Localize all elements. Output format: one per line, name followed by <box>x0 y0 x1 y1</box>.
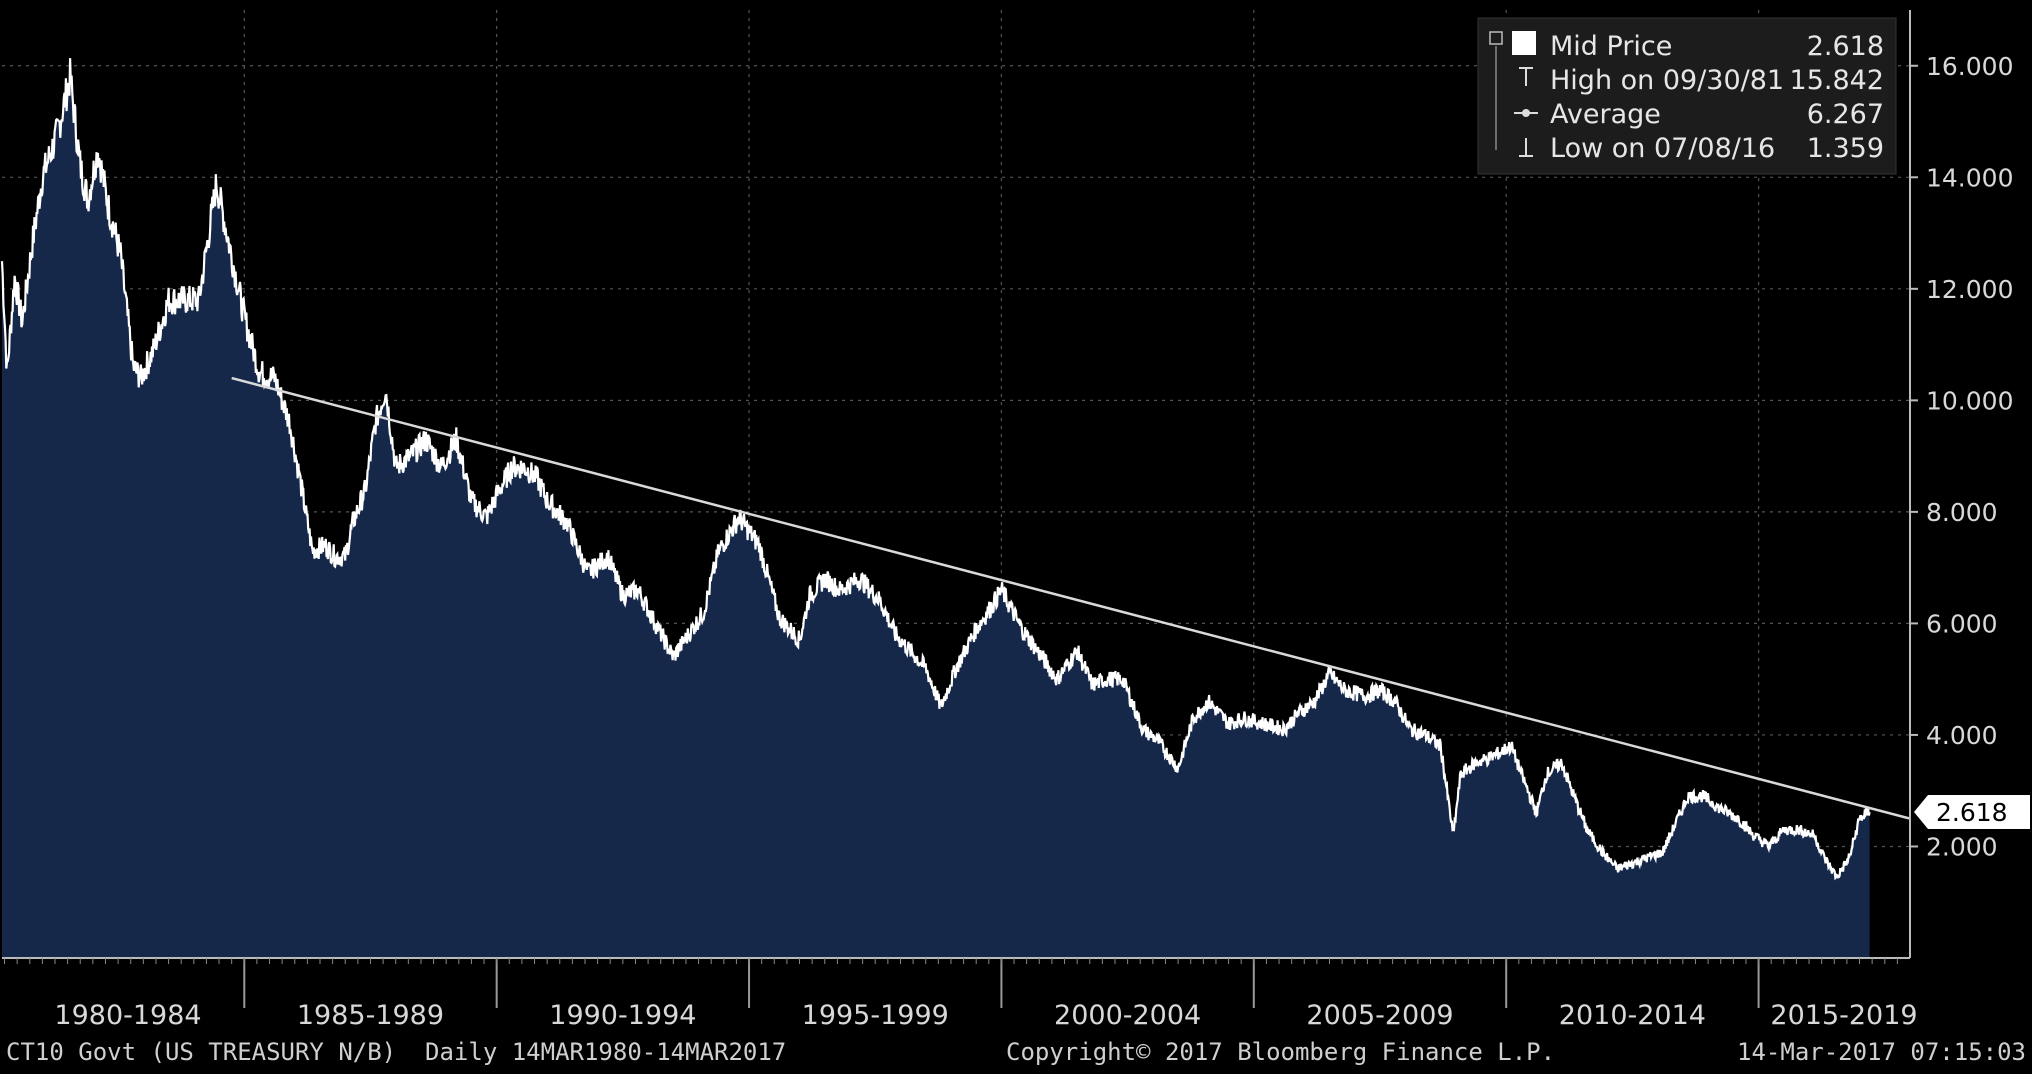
footer-bar <box>0 1030 2032 1074</box>
series-area-fill <box>2 58 1870 959</box>
x-tick-label: 1990-1994 <box>549 1000 696 1031</box>
mid-price-swatch-icon <box>1512 31 1536 55</box>
y-tick-label: 10.000 <box>1926 386 2013 415</box>
last-value-label: 2.618 <box>1936 798 2008 827</box>
x-tick-label: 2015-2019 <box>1770 1000 1917 1031</box>
legend-average-label: Average <box>1550 99 1661 130</box>
y-tick-label: 8.000 <box>1926 498 1998 527</box>
y-tick-label: 4.000 <box>1926 721 1998 750</box>
legend-high-label: High on 09/30/81 <box>1550 65 1784 96</box>
footer-security-info: CT10 Govt (US TREASURY N/B) Daily 14MAR1… <box>6 1038 786 1066</box>
y-tick-label: 6.000 <box>1926 609 1998 638</box>
average-marker-icon <box>1514 109 1538 117</box>
y-tick-label: 16.000 <box>1926 52 2013 81</box>
x-tick-label: 1985-1989 <box>297 1000 444 1031</box>
legend-mid-price-value: 2.618 <box>1807 31 1884 62</box>
legend-low-label: Low on 07/08/16 <box>1550 133 1775 164</box>
last-value-tag: 2.618 <box>1914 795 2030 830</box>
series-line <box>0 58 1871 881</box>
high-marker-icon <box>1519 67 1533 86</box>
legend-average-value: 6.267 <box>1807 99 1884 130</box>
legend-box <box>1477 17 1897 175</box>
y-tick-label: 12.000 <box>1926 275 2013 304</box>
axes: 2.000 4.000 6.000 8.000 10.000 12.000 14.000 16… <box>2 10 2013 1031</box>
footer-copyright: Copyright© 2017 Bloomberg Finance L.P. <box>1006 1038 1555 1066</box>
trendline <box>231 376 1911 820</box>
legend-high-value: 15.842 <box>1790 65 1884 96</box>
x-tick-label: 1980-1984 <box>54 1000 201 1031</box>
x-tick-label: 1995-1999 <box>802 1000 949 1031</box>
low-marker-icon <box>1519 138 1533 157</box>
x-tick-label: 2000-2004 <box>1054 1000 1201 1031</box>
legend-collapse-icon[interactable] <box>1489 31 1503 45</box>
y-tick-label: 2.000 <box>1926 832 1998 861</box>
legend: Mid Price 2.618 High on 09/30/81 15.842 … <box>1477 17 1897 175</box>
legend-low-value: 1.359 <box>1807 133 1884 164</box>
y-tick-label: 14.000 <box>1926 163 2013 192</box>
legend-mid-price-label: Mid Price <box>1550 31 1672 62</box>
footer-timestamp: 14-Mar-2017 07:15:03 <box>1737 1038 2026 1066</box>
x-tick-label: 2010-2014 <box>1559 1000 1706 1031</box>
x-tick-label: 2005-2009 <box>1306 1000 1453 1031</box>
